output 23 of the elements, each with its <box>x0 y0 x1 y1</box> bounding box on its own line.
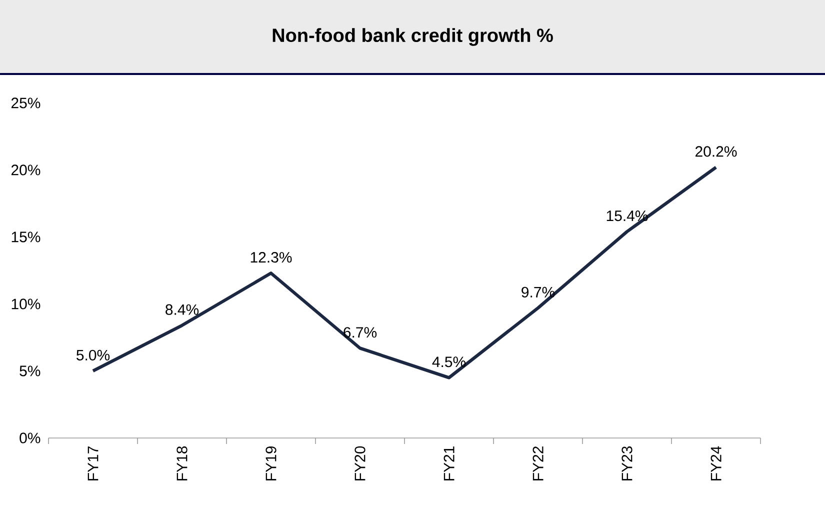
data-label: 8.4% <box>166 304 199 315</box>
x-tick-label: FY23 <box>622 446 632 480</box>
y-tick-label: 0% <box>20 432 40 444</box>
x-tick-label: FY18 <box>176 446 188 480</box>
y-tick-label: 15% <box>12 232 40 242</box>
x-tick-label: FY21 <box>444 446 454 480</box>
x-tick-label: FY17 <box>88 446 98 480</box>
x-tick-label: FY19 <box>266 446 276 480</box>
data-label: 12.3% <box>250 252 292 263</box>
data-label: 15.4% <box>606 210 648 222</box>
data-label: 9.7% <box>522 286 555 298</box>
data-label: 20.2% <box>695 146 737 157</box>
y-tick-label: 5% <box>20 366 40 376</box>
y-tick-label: 25% <box>11 98 40 108</box>
x-tick-label: FY20 <box>354 446 366 480</box>
chart-title: Non-food bank credit growth % <box>272 28 553 46</box>
y-tick-label: 10% <box>12 298 40 310</box>
x-tick-label: FY22 <box>532 446 544 480</box>
x-tick-label: FY24 <box>710 446 722 480</box>
data-label: 6.7% <box>344 327 377 338</box>
y-tick-label: 20% <box>11 164 40 176</box>
data-label: 5.0% <box>76 350 110 360</box>
data-label: 4.5% <box>432 356 466 368</box>
